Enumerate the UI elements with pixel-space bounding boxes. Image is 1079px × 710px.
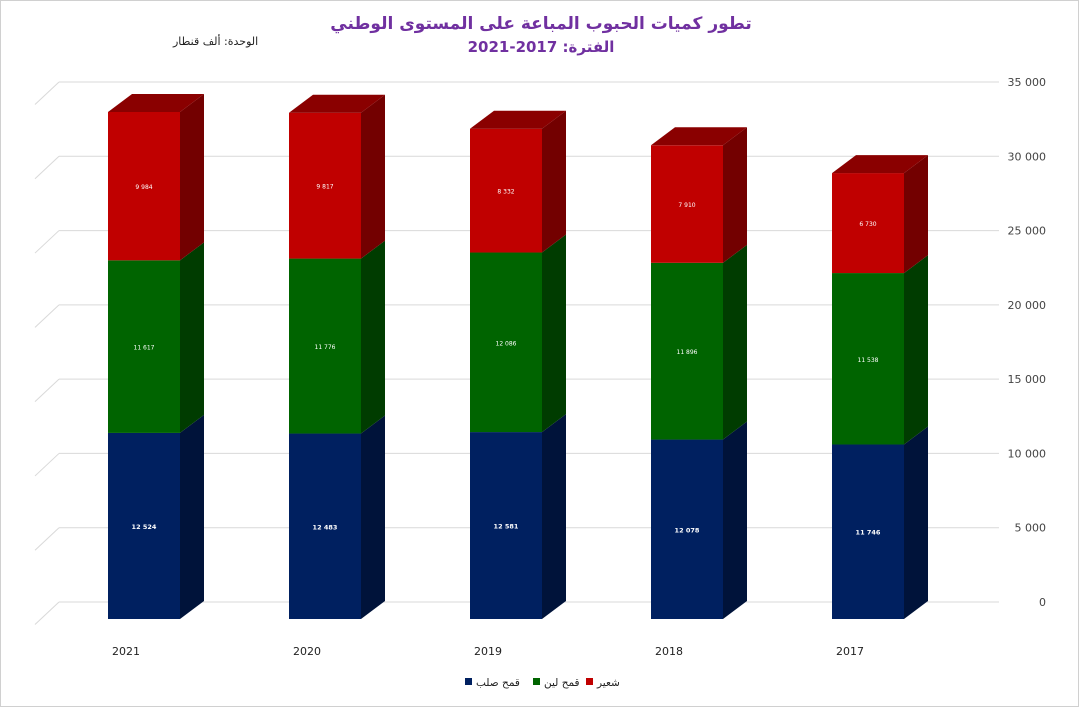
- gridline-side: [34, 155, 60, 180]
- bar-stack-2018: 12 078 11 896 7 910: [651, 127, 747, 619]
- data-label: 8 332: [497, 189, 514, 196]
- legend: قمح صلب قمح لين شعير: [465, 677, 620, 689]
- gridline-side: [34, 304, 60, 328]
- bar-stack-2017: 11 746 11 538 6 730: [832, 155, 928, 619]
- bar-segment-side: [723, 244, 747, 440]
- bar-top: [289, 94, 385, 113]
- bar-top: [832, 155, 928, 174]
- data-label: 11 776: [315, 344, 336, 351]
- bar-segment: [289, 258, 361, 434]
- y-tick-label: 30 000: [1008, 150, 1047, 163]
- x-tick-label: 2021: [112, 645, 140, 658]
- gridline-side: [34, 453, 60, 477]
- legend-label: قمح صلب: [476, 677, 520, 689]
- y-axis-ticks: 0 5 000 10 000 15 000 20 000 25 000 30 000 35 0…: [1008, 76, 1047, 609]
- data-label: 12 581: [494, 523, 519, 531]
- legend-label: شعير: [596, 677, 620, 689]
- x-tick-label: 2019: [474, 645, 502, 658]
- bar-segment-side: [904, 255, 928, 445]
- bar-segment: [651, 439, 723, 619]
- data-label: 11 746: [856, 529, 881, 537]
- bar-segment: [108, 432, 180, 619]
- y-tick-label: 20 000: [1008, 299, 1047, 312]
- gridline-side: [34, 378, 60, 403]
- bar-segment-side: [542, 414, 566, 619]
- chart-subtitle: الفترة: 2017-2021: [468, 38, 615, 56]
- bar-stack-2019: 12 581 12 086 8 332: [470, 110, 566, 619]
- bar-segment-side: [723, 127, 747, 263]
- bar-segment-side: [361, 94, 385, 259]
- data-label: 9 817: [316, 184, 333, 191]
- gridline-side: [34, 230, 60, 254]
- bar-segment-side: [361, 240, 385, 434]
- bar-segment-side: [180, 414, 204, 619]
- bar-segment: [289, 433, 361, 619]
- data-label: 12 078: [675, 526, 700, 534]
- bar-segment: [289, 112, 361, 259]
- data-label: 12 086: [496, 340, 517, 347]
- bar-segment-side: [361, 415, 385, 619]
- data-label: 7 910: [678, 202, 695, 209]
- bar-segment: [651, 145, 723, 263]
- gridline-side: [34, 601, 60, 625]
- data-label: 6 730: [859, 221, 876, 228]
- y-tick-label: 15 000: [1008, 373, 1047, 386]
- bar-segment-side: [180, 94, 204, 261]
- bar-stack-2020: 12 483 11 776 9 817: [289, 94, 385, 619]
- bar-segment: [832, 173, 904, 274]
- x-tick-label: 2020: [293, 645, 321, 658]
- bar-segment-side: [723, 421, 747, 619]
- gridline-side: [34, 527, 60, 551]
- data-label: 11 617: [134, 345, 155, 352]
- bar-segment: [832, 444, 904, 619]
- bar-segment-side: [542, 110, 566, 253]
- legend-swatch: [533, 678, 540, 685]
- bar-top: [470, 110, 566, 129]
- bar-segment: [470, 252, 542, 433]
- bars: 12 524 11 617 9 984 12 483 11 776 9 817 12 581…: [108, 94, 928, 619]
- unit-label: الوحدة: ألف قنطار: [172, 34, 258, 48]
- bar-segment: [832, 273, 904, 445]
- bar-segment: [651, 262, 723, 440]
- legend-swatch: [586, 678, 593, 685]
- data-label: 12 524: [132, 523, 157, 531]
- data-label: 11 538: [858, 357, 879, 364]
- y-tick-label: 5 000: [1015, 522, 1047, 535]
- bar-segment-side: [542, 234, 566, 433]
- gridline-side: [34, 81, 60, 105]
- bar-top: [108, 94, 204, 112]
- legend-swatch: [465, 678, 472, 685]
- bar-segment: [108, 112, 180, 261]
- bar-segment-side: [904, 155, 928, 274]
- x-tick-label: 2017: [836, 645, 864, 658]
- bar-segment: [470, 432, 542, 619]
- bar-segment: [470, 128, 542, 253]
- y-tick-label: 35 000: [1008, 76, 1047, 89]
- bar-segment-side: [904, 426, 928, 619]
- bar-top: [651, 127, 747, 146]
- y-tick-label: 0: [1039, 596, 1046, 609]
- bar-stack-2021: 12 524 11 617 9 984: [108, 94, 204, 619]
- data-label: 11 896: [677, 349, 698, 356]
- data-label: 9 984: [135, 184, 152, 191]
- data-label: 12 483: [313, 523, 338, 531]
- y-tick-label: 25 000: [1008, 225, 1047, 238]
- bar-segment: [108, 260, 180, 433]
- chart-title: تطور كميات الحبوب المباعة على المستوى ال…: [330, 14, 751, 34]
- bar-segment-side: [180, 242, 204, 433]
- legend-label: قمح لين: [544, 677, 580, 689]
- x-axis-ticks: 2021 2020 2019 2018 2017: [112, 645, 864, 658]
- y-tick-label: 10 000: [1008, 447, 1047, 460]
- x-tick-label: 2018: [655, 645, 683, 658]
